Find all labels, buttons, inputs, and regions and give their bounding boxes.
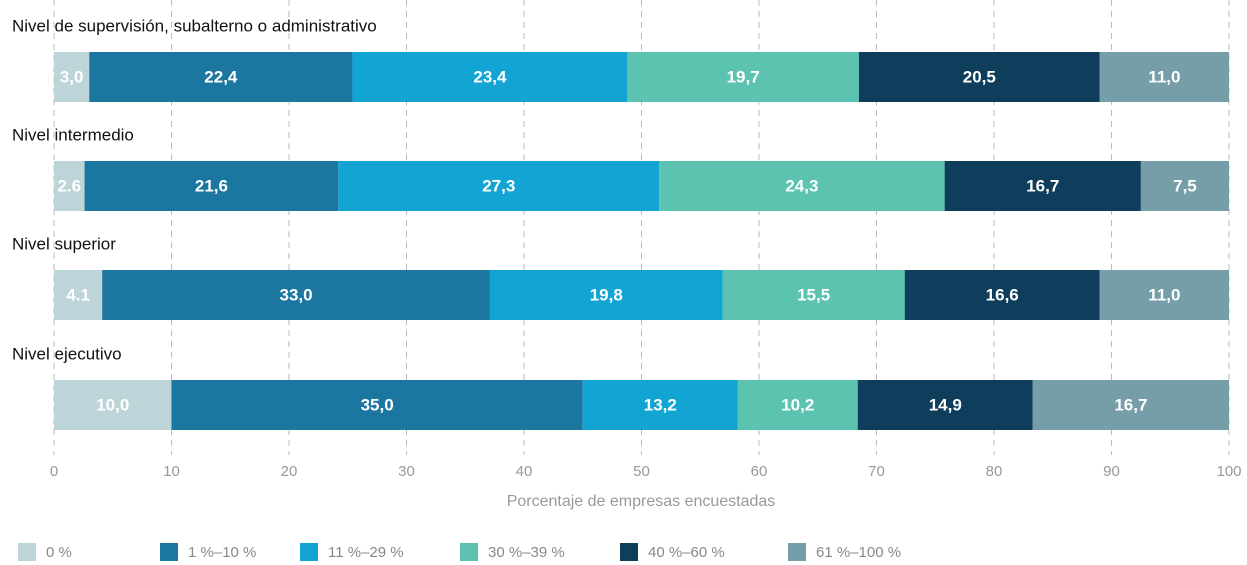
x-tick-label: 80 [986,463,1003,480]
legend-label: 0 % [46,544,72,561]
legend-swatch [788,543,806,561]
legend-label: 61 %–100 % [816,544,901,561]
data-label: 16,7 [1026,176,1059,195]
bar-segment [102,270,490,320]
x-tick-label: 70 [868,463,885,480]
x-tick-label: 100 [1216,463,1241,480]
data-label: 7,5 [1173,176,1197,195]
category-label: Nivel ejecutivo [12,344,122,363]
data-label: 24,3 [785,176,818,195]
x-tick-label: 50 [633,463,650,480]
data-label: 23,4 [473,67,507,86]
data-label: 20,5 [963,67,996,86]
data-label: 14,9 [929,395,962,414]
legend-label: 40 %–60 % [648,544,725,561]
legend-swatch [18,543,36,561]
category-label: Nivel intermedio [12,125,134,144]
bar-segment [171,380,583,430]
data-label: 33,0 [280,285,313,304]
data-label: 35,0 [361,395,394,414]
bar-segment [54,52,90,102]
data-label: 4.1 [66,285,90,304]
data-label: 2.6 [57,176,81,195]
bar-segment [737,380,858,430]
bar-segment [338,161,660,211]
data-label: 15,5 [797,285,830,304]
bar-segment [857,380,1033,430]
data-label: 19,8 [590,285,623,304]
bar-segment [1140,161,1229,211]
x-tick-label: 90 [1103,463,1120,480]
bar-segment [54,270,103,320]
x-axis-label: Porcentaje de empresas encuestadas [507,493,776,510]
data-label: 11,0 [1148,67,1180,86]
x-tick-label: 20 [281,463,298,480]
bar-segment [582,380,738,430]
bar-segment [904,270,1100,320]
bar-segment [659,161,945,211]
data-label: 16,7 [1114,395,1147,414]
bar-segment [489,270,723,320]
bar-segment [1099,270,1229,320]
bar-segment [54,380,172,430]
bar-segment [352,52,628,102]
legend-swatch [620,543,638,561]
x-tick-label: 10 [163,463,180,480]
data-label: 10,0 [96,395,129,414]
x-tick-label: 40 [516,463,533,480]
data-label: 10,2 [781,395,814,414]
bar-segment [627,52,859,102]
data-label: 16,6 [986,285,1019,304]
x-tick-label: 0 [50,463,58,480]
legend-label: 1 %–10 % [188,544,256,561]
bar-segment [944,161,1141,211]
data-label: 3,0 [60,67,84,86]
legend-label: 30 %–39 % [488,544,565,561]
x-tick-label: 30 [398,463,415,480]
bar-segment [1099,52,1229,102]
data-label: 11,0 [1148,285,1180,304]
bar-segment [858,52,1100,102]
bar-segment [1032,380,1229,430]
data-label: 27,3 [482,176,515,195]
data-label: 19,7 [727,67,760,86]
legend-swatch [160,543,178,561]
category-label: Nivel de supervisión, subalterno o admin… [12,16,377,35]
bar-segment [722,270,905,320]
bar-segment [54,161,85,211]
data-label: 13,2 [644,395,677,414]
x-tick-label: 60 [751,463,768,480]
bar-segment [84,161,339,211]
legend-swatch [460,543,478,561]
data-label: 22,4 [204,67,238,86]
data-label: 21,6 [195,176,228,195]
legend-label: 11 %–29 % [328,544,404,561]
legend-swatch [300,543,318,561]
bar-segment [89,52,353,102]
category-label: Nivel superior [12,234,116,253]
